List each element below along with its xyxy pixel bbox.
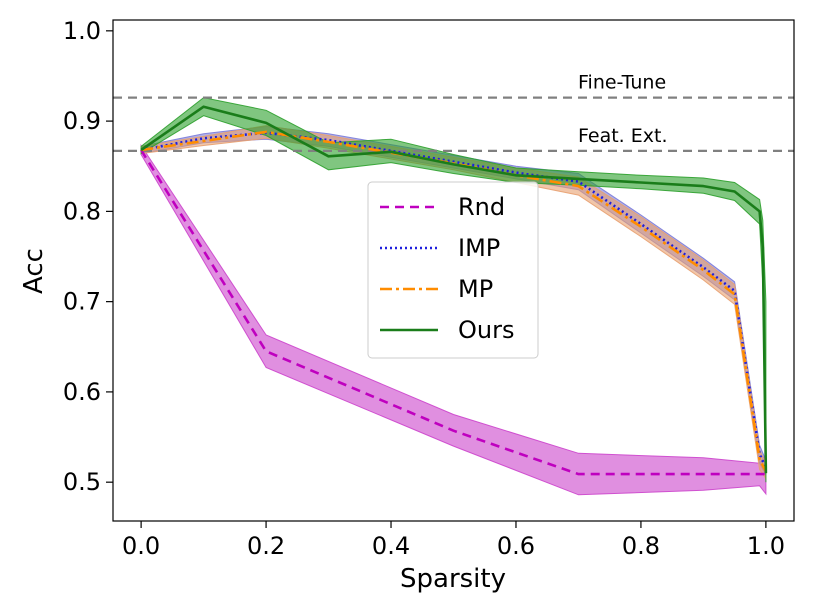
ref-label-1: Feat. Ext. [578,125,668,147]
legend-box [367,181,539,359]
legend-label-rnd: Rnd [458,193,505,221]
series-lines [139,105,768,476]
y-axis-label: Acc [19,248,49,294]
y-tick-label-3: 0.8 [63,197,101,225]
legend-label-ours: Ours [458,316,514,344]
legend-label-imp: IMP [458,234,500,262]
ref-label-0: Fine-Tune [578,72,666,94]
x-tick-label-4: 0.8 [622,532,660,560]
x-axis-ticks: 0.0 0.2 0.4 0.6 0.8 1.0 [122,521,785,560]
y-axis-ticks: 0.5 0.6 0.7 0.8 0.9 1.0 [63,17,113,496]
y-tick-label-1: 0.6 [63,378,101,406]
y-tick-label-5: 1.0 [63,17,101,45]
legend-label-mp: MP [458,275,493,303]
line-ours [140,105,768,474]
plot-frame [112,19,795,522]
line-rnd [139,149,766,476]
band-rnd [140,143,767,496]
y-tick-label-0: 0.5 [63,468,101,496]
band-ours [140,97,767,483]
confidence-bands [140,97,767,496]
x-tick-label-3: 0.6 [497,532,535,560]
x-tick-label-5: 1.0 [747,532,785,560]
x-axis-label: Sparsity [400,564,506,594]
legend: Rnd IMP MP Ours [367,181,539,359]
x-tick-label-2: 0.4 [372,532,410,560]
x-tick-label-0: 0.0 [122,532,160,560]
x-tick-label-1: 0.2 [247,532,285,560]
y-tick-label-2: 0.7 [63,288,101,316]
reference-lines: Fine-Tune Feat. Ext. [113,72,794,152]
y-tick-label-4: 0.9 [63,107,101,135]
